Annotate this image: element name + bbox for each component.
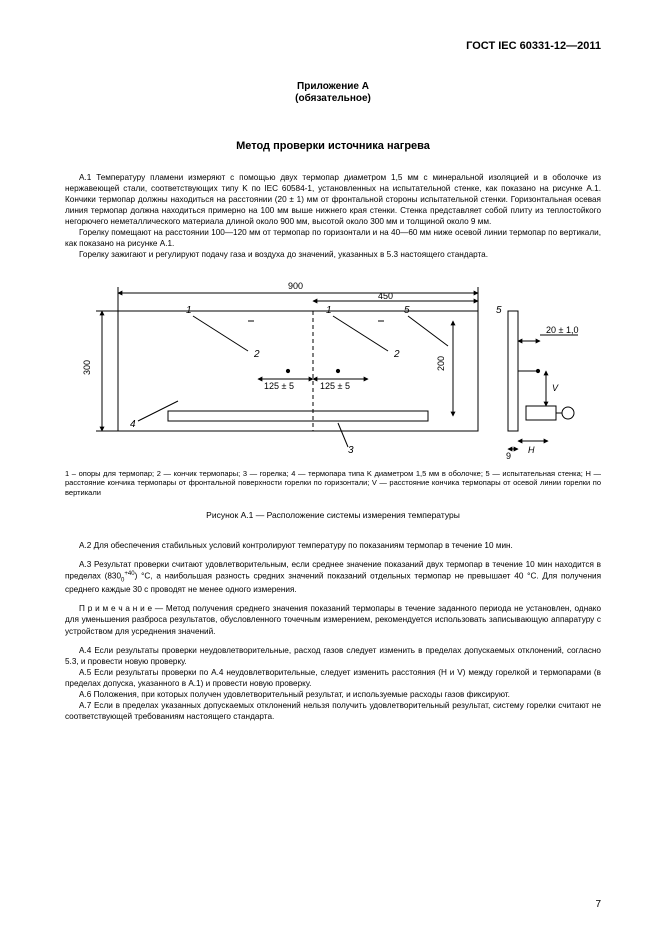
dim-900: 900	[288, 281, 303, 291]
dim-125b: 125 ± 5	[320, 381, 350, 391]
para-a3: А.3 Результат проверки считают удовлетво…	[65, 559, 601, 596]
label-1a: 1	[186, 305, 192, 316]
appendix-note: (обязательное)	[65, 93, 601, 104]
para-note: П р и м е ч а н и е — Метод получения ср…	[65, 603, 601, 636]
label-5a: 5	[404, 305, 410, 316]
label-2a: 2	[253, 349, 260, 360]
method-title: Метод проверки источника нагрева	[65, 140, 601, 152]
para-a6: А.6 Положения, при которых получен удовл…	[65, 689, 601, 700]
dim-200: 200	[436, 355, 446, 370]
label-1b: 1	[326, 305, 332, 316]
appendix-label: Приложение А	[65, 80, 601, 93]
para-a4: А.4 Если результаты проверки неудовлетво…	[65, 645, 601, 667]
para-a1: А.1 Температуру пламени измеряют с помощ…	[65, 172, 601, 227]
dim-450: 450	[378, 291, 393, 301]
label-3: 3	[348, 445, 354, 456]
dim-9: 9	[506, 451, 511, 461]
label-4: 4	[130, 419, 136, 430]
figure-title: Рисунок А.1 — Расположение системы измер…	[65, 510, 601, 520]
document-id: ГОСТ IEC 60331-12—2011	[65, 40, 601, 52]
para-a7: А.7 Если в пределах указанных допускаемы…	[65, 700, 601, 722]
label-5b: 5	[496, 305, 502, 316]
figure-legend: 1 – опоры для термопар; 2 — кончик термо…	[65, 469, 601, 498]
dim-125a: 125 ± 5	[264, 381, 294, 391]
dim-20: 20 ± 1,0	[546, 325, 578, 335]
dim-300: 300	[82, 359, 92, 374]
dim-V: V	[552, 383, 559, 393]
dim-H: H	[528, 445, 535, 455]
para-a1b: Горелку помещают на расстоянии 100—120 м…	[65, 227, 601, 249]
para-a1c: Горелку зажигают и регулируют подачу газ…	[65, 249, 601, 260]
para-a5: А.5 Если результаты проверки по А.4 неуд…	[65, 667, 601, 689]
figure-a1: 900 450 300 125 ± 5 125 ± 5 200 20 ± 1,0…	[65, 271, 601, 461]
page-number: 7	[595, 899, 601, 910]
label-2b: 2	[393, 349, 400, 360]
para-a2: А.2 Для обеспечения стабильных условий к…	[65, 540, 601, 551]
